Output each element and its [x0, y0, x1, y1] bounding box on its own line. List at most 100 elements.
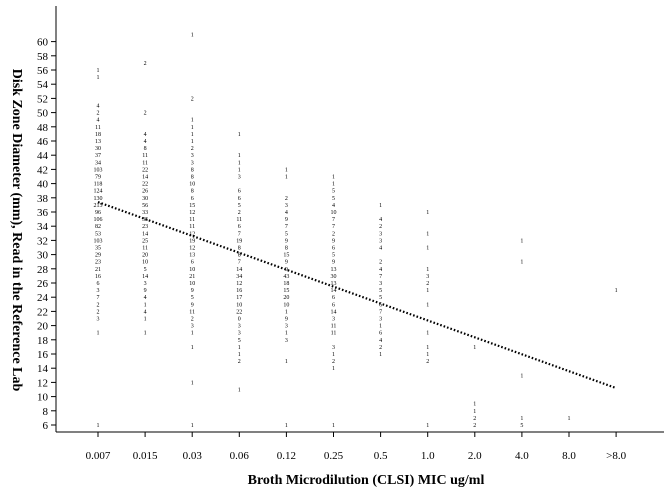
- y-tick-label: 46: [37, 136, 49, 148]
- count-label: 4: [144, 132, 147, 138]
- count-label: 3: [285, 324, 288, 330]
- count-label: 23: [142, 224, 148, 230]
- count-label: 37: [95, 153, 101, 159]
- count-label: 8: [191, 167, 194, 173]
- count-label: 2: [473, 416, 476, 422]
- count-label: 19: [189, 238, 195, 244]
- count-label: 1: [97, 423, 100, 429]
- count-label: 11: [95, 125, 101, 131]
- count-label: 30: [142, 196, 148, 202]
- count-label: 12: [189, 231, 195, 237]
- count-label: 2: [238, 210, 241, 216]
- count-label: 7: [332, 217, 335, 223]
- count-label: 1: [191, 132, 194, 138]
- count-label: 1: [97, 331, 100, 337]
- count-label: 43: [283, 274, 289, 280]
- y-axis-ticks: 6 8 10 12 14 16 18 20 22 24 26 28 30 32 34 36 38 40 42 44 46…: [37, 37, 56, 432]
- y-tick-label: 60: [37, 37, 49, 49]
- count-label: 1: [238, 132, 241, 138]
- count-label: 6: [238, 189, 241, 195]
- count-label: 3: [332, 317, 335, 323]
- count-label: 5: [379, 295, 382, 301]
- count-label: 16: [236, 288, 242, 294]
- count-label: 26: [142, 189, 148, 195]
- count-label: 5: [332, 253, 335, 259]
- count-label: 1: [191, 33, 194, 39]
- count-label: 4: [144, 139, 147, 145]
- count-label: 11: [189, 309, 195, 315]
- y-tick-label: 56: [37, 65, 49, 77]
- count-label: 13: [331, 281, 337, 287]
- count-label: 1: [520, 238, 523, 244]
- count-label: 7: [238, 260, 241, 266]
- count-label: 14: [142, 274, 148, 280]
- y-tick-label: 30: [37, 250, 49, 262]
- count-label: 1: [191, 331, 194, 337]
- count-label: 23: [95, 260, 101, 266]
- count-label: 8: [191, 175, 194, 181]
- count-label: 8: [285, 246, 288, 252]
- count-label: 79: [95, 175, 101, 181]
- y-tick-label: 38: [37, 193, 49, 205]
- count-label: 20: [283, 295, 289, 301]
- count-label: 6: [332, 302, 335, 308]
- regression-line: [97, 201, 617, 390]
- y-tick-label: 28: [37, 264, 49, 276]
- count-label: 12: [189, 210, 195, 216]
- count-label: 3: [144, 281, 147, 287]
- count-label: 7: [379, 274, 382, 280]
- count-label: 11: [331, 324, 337, 330]
- count-label: 7: [285, 224, 288, 230]
- count-label: 1: [426, 210, 429, 216]
- x-tick-label: 2.0: [468, 450, 482, 462]
- count-label: 14: [331, 288, 337, 294]
- count-label: 10: [142, 260, 148, 266]
- count-label: 6: [191, 260, 194, 266]
- count-label: 2: [144, 61, 147, 67]
- y-tick-label: 34: [37, 221, 49, 233]
- count-label: 1: [144, 317, 147, 323]
- count-label: 1: [191, 423, 194, 429]
- count-label: 130: [94, 196, 103, 202]
- count-label: 1: [97, 75, 100, 81]
- x-tick-label: 0.03: [183, 450, 203, 462]
- count-label: 7: [97, 295, 100, 301]
- count-label: 4: [379, 267, 382, 273]
- count-label: 1: [332, 423, 335, 429]
- count-label: 10: [189, 281, 195, 287]
- count-label: 1: [144, 302, 147, 308]
- count-label: 3: [379, 281, 382, 287]
- count-label: 1: [568, 416, 571, 422]
- count-label: 5: [144, 267, 147, 273]
- count-label: 2: [191, 317, 194, 323]
- x-tick-label: 4.0: [515, 450, 529, 462]
- count-label: 10: [189, 267, 195, 273]
- count-label: 1: [426, 423, 429, 429]
- count-label: 2: [191, 96, 194, 102]
- y-tick-label: 50: [37, 108, 49, 120]
- count-label: 1: [191, 380, 194, 386]
- count-label: 8: [238, 253, 241, 259]
- count-label: 2: [379, 345, 382, 351]
- count-label: 5: [191, 295, 194, 301]
- count-label: 5: [238, 203, 241, 209]
- x-axis-title: Broth Microdilution (CLSI) MIC ug/ml: [248, 473, 485, 488]
- count-label: 1: [426, 288, 429, 294]
- count-label: 2: [285, 196, 288, 202]
- count-label: 33: [142, 210, 148, 216]
- count-label: 9: [285, 260, 288, 266]
- count-label: 7: [332, 224, 335, 230]
- count-label: 3: [379, 317, 382, 323]
- count-label: 6: [238, 196, 241, 202]
- y-tick-label: 32: [37, 235, 48, 247]
- count-label: 7: [238, 231, 241, 237]
- count-label: 1: [191, 118, 194, 124]
- y-tick-label: 26: [37, 278, 49, 290]
- count-label: 1: [238, 153, 241, 159]
- count-label: 8: [238, 246, 241, 252]
- count-label: 1: [285, 331, 288, 337]
- count-label: 2: [426, 359, 429, 365]
- count-label: 4: [285, 210, 288, 216]
- x-tick-label: 0.015: [133, 450, 158, 462]
- count-label: 14: [142, 175, 148, 181]
